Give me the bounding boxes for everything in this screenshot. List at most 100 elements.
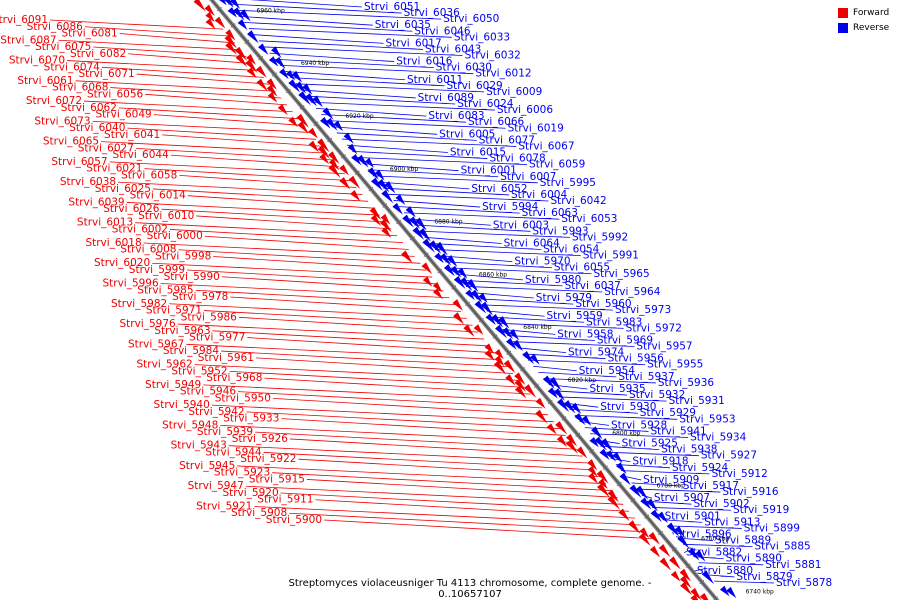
callout-line — [169, 229, 403, 244]
gene-feature — [296, 113, 309, 128]
reverse-gene-label: Strvi_5955 — [647, 359, 703, 371]
callout-line — [162, 134, 322, 147]
reverse-gene-label: Strvi_5974 — [568, 347, 625, 359]
forward-gene-label: Strvi_6021 — [86, 163, 142, 175]
forward-gene-label: Strvi_6025 — [95, 183, 151, 195]
gene-feature — [556, 435, 568, 447]
gene-feature — [268, 56, 279, 67]
reverse-gene-label: Strvi_5882 — [686, 547, 742, 559]
gene-feature — [555, 421, 568, 435]
forward-gene-label: Strvi_6010 — [138, 210, 194, 222]
gene-feature — [600, 438, 614, 453]
genome-axis-core — [210, 0, 718, 600]
reverse-gene-label: Strvi_6029 — [447, 80, 503, 92]
callout-line — [264, 377, 531, 395]
gene-feature — [308, 140, 320, 153]
reverse-gene-label: Strvi_5931 — [669, 395, 725, 407]
reverse-gene-label: Strvi_5896 — [675, 528, 732, 540]
gene-feature — [556, 398, 570, 413]
reverse-gene-label: Strvi_5969 — [597, 334, 653, 346]
gene-feature — [639, 527, 650, 539]
callout-line — [135, 222, 398, 237]
callout-line — [249, 0, 363, 8]
forward-gene-label: Strvi_5923 — [214, 467, 270, 479]
reverse-swatch — [838, 23, 848, 33]
forward-gene-label: Strvi_6072 — [26, 95, 82, 107]
gene-feature — [308, 127, 318, 139]
tick-label: 6940 kbp — [301, 60, 329, 67]
callout-line — [152, 262, 432, 278]
reverse-gene-label: Strvi_6017 — [385, 37, 441, 49]
gene-feature — [295, 81, 307, 94]
reverse-gene-label: Strvi_5941 — [651, 425, 707, 437]
forward-gene-label: Strvi_5939 — [197, 426, 253, 438]
callout-line — [152, 188, 369, 202]
gene-feature — [370, 214, 381, 226]
forward-gene-label: Strvi_6014 — [130, 190, 187, 202]
callout-line — [126, 202, 380, 216]
gene-feature — [695, 549, 706, 562]
gene-feature — [350, 189, 361, 202]
callout-line — [559, 396, 667, 402]
gene-feature — [565, 433, 578, 447]
reverse-gene-label: Strvi_6011 — [407, 74, 463, 86]
forward-gene-label: Strvi_5996 — [102, 278, 159, 290]
gene-feature — [405, 206, 416, 218]
forward-gene-label: Strvi_5940 — [154, 399, 210, 411]
callout-line — [388, 193, 549, 202]
reverse-gene-label: Strvi_5970 — [514, 256, 570, 268]
gene-feature — [503, 359, 516, 373]
gene-feature — [443, 264, 455, 277]
gene-feature — [229, 0, 241, 9]
gene-feature — [325, 117, 338, 131]
gene-feature — [381, 189, 394, 204]
callout-line — [238, 316, 479, 333]
forward-gene-label: Strvi_6068 — [52, 82, 108, 94]
reverse-gene-label: Strvi_6033 — [454, 31, 510, 43]
gene-feature — [288, 79, 301, 93]
forward-gene-label: Strvi_5933 — [223, 413, 279, 425]
gene-feature — [571, 402, 582, 414]
forward-gene-label: Strvi_5921 — [196, 500, 252, 512]
callout-line — [590, 433, 689, 438]
reverse-gene-label: Strvi_5934 — [690, 431, 747, 443]
callout-line — [272, 397, 548, 416]
gene-feature — [453, 275, 466, 289]
callout-line — [269, 52, 395, 62]
callout-line — [144, 168, 351, 182]
gene-feature — [297, 121, 309, 134]
reverse-gene-label: Strvi_6083 — [428, 110, 484, 122]
reverse-gene-label: Strvi_6089 — [418, 92, 474, 104]
forward-gene-label: Strvi_5998 — [155, 250, 211, 262]
gene-feature — [650, 509, 662, 523]
gene-feature — [524, 384, 537, 398]
callout-line — [118, 181, 363, 195]
tick-label: 6740 kbp — [746, 588, 774, 595]
reverse-gene-label: Strvi_5935 — [589, 383, 645, 395]
callout-line — [631, 482, 681, 487]
callout-line — [245, 485, 624, 505]
callout-line — [49, 19, 224, 30]
gene-feature — [204, 4, 215, 17]
callout-line — [667, 525, 742, 529]
callout-line — [246, 411, 560, 429]
gene-feature — [225, 41, 237, 55]
gene-feature — [666, 522, 680, 537]
gene-feature — [320, 116, 331, 129]
callout-line — [306, 479, 618, 498]
callout-line — [315, 499, 635, 519]
gene-feature — [434, 252, 444, 264]
callout-line — [203, 384, 537, 402]
gene-feature — [587, 465, 598, 477]
forward-gene-label: Strvi_6057 — [51, 156, 107, 168]
callout-line — [362, 163, 459, 172]
gene-feature — [529, 353, 540, 365]
gene-feature — [670, 570, 681, 582]
gene-feature — [258, 43, 269, 55]
gene-feature — [484, 343, 494, 354]
gene-feature — [494, 349, 504, 360]
gene-feature — [322, 107, 334, 120]
gene-feature — [429, 240, 442, 254]
forward-gene-label: Strvi_5977 — [189, 332, 245, 344]
